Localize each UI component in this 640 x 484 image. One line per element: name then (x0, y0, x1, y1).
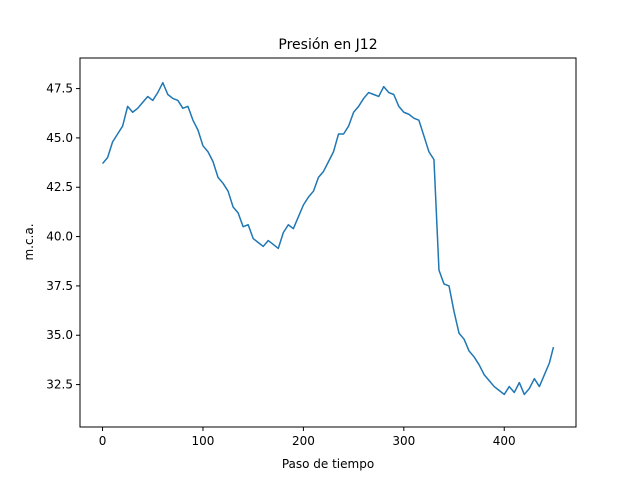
y-tick-label: 37.5 (46, 279, 73, 293)
y-tick-label: 35.0 (46, 328, 73, 342)
data-line (101, 81, 555, 396)
x-axis-label: Paso de tiempo (282, 457, 374, 471)
y-tick-label: 45.0 (46, 131, 73, 145)
plot-frame (79, 57, 577, 428)
x-tick-label: 300 (392, 434, 415, 448)
y-tick-label: 47.5 (46, 82, 73, 96)
x-tick-label: 400 (493, 434, 516, 448)
y-tick-label: 32.5 (46, 378, 73, 392)
y-tick-label: 40.0 (46, 230, 73, 244)
y-axis-label: m.c.a. (22, 223, 36, 260)
x-tick-label: 200 (292, 434, 315, 448)
y-tick-label: 42.5 (46, 180, 73, 194)
chart-title: Presión en J12 (278, 37, 377, 53)
x-tick-label: 100 (192, 434, 215, 448)
x-tick-label: 0 (99, 434, 107, 448)
